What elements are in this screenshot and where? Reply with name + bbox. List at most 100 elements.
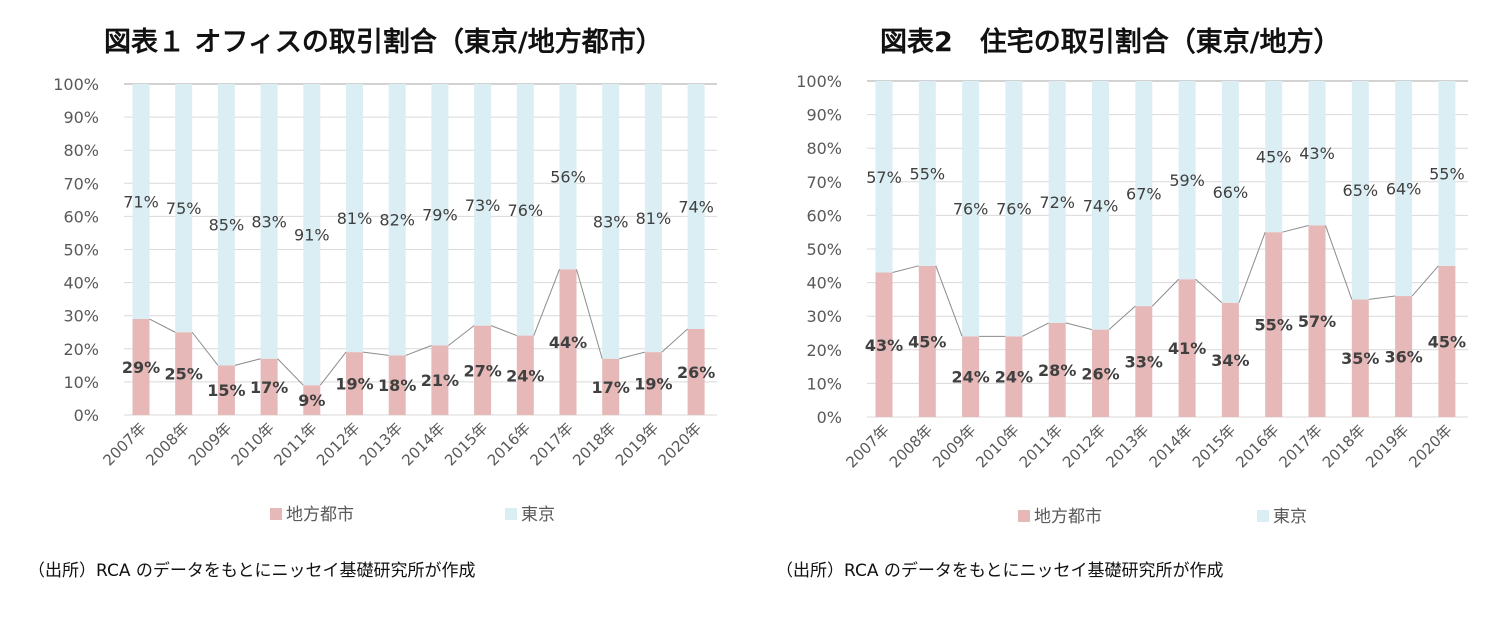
bar-tokyo: [175, 84, 193, 333]
bar-tokyo: [1048, 81, 1066, 323]
y-tick-label: 100%: [796, 72, 842, 91]
data-label-tokyo: 82%: [379, 211, 415, 230]
x-tick-label: 2010年: [228, 419, 278, 469]
data-label-local: 17%: [592, 378, 630, 397]
series-line: [1065, 322, 1093, 331]
series-line: [576, 269, 603, 359]
legend-swatch-tokyo: [505, 508, 517, 520]
bar-local: [1221, 302, 1239, 417]
x-tick-label: 2017年: [1275, 421, 1325, 471]
legend-swatch-local: [270, 508, 282, 520]
y-tick-label: 10%: [806, 374, 842, 393]
bar-tokyo: [962, 81, 980, 337]
bar-tokyo: [260, 84, 278, 359]
x-tick-label: 2008年: [142, 419, 192, 469]
bar-local: [1178, 279, 1196, 417]
x-tick-label: 2007年: [99, 419, 149, 469]
x-tick-label: 2015年: [1189, 421, 1239, 471]
x-tick-label: 2012年: [1059, 421, 1109, 471]
x-tick-label: 2019年: [1362, 421, 1412, 471]
bar-tokyo: [431, 84, 449, 346]
x-tick-label: 2007年: [842, 421, 892, 471]
y-tick-label: 20%: [63, 340, 99, 359]
y-tick-label: 90%: [806, 106, 842, 125]
legend-label-local: 地方都市: [1034, 507, 1102, 527]
bar-local: [1135, 306, 1153, 417]
data-label-tokyo: 81%: [636, 209, 672, 228]
series-line: [892, 265, 919, 274]
bar-local: [602, 358, 620, 415]
bar-local: [644, 352, 662, 415]
data-label-local: 26%: [1081, 364, 1119, 383]
x-tick-label: 2015年: [441, 419, 491, 469]
y-tick-label: 90%: [63, 108, 99, 127]
data-label-local: 24%: [995, 368, 1033, 387]
x-tick-label: 2018年: [1319, 421, 1369, 471]
data-label-local: 29%: [122, 358, 160, 377]
bar-local: [132, 319, 150, 415]
data-label-local: 17%: [250, 378, 288, 397]
bar-tokyo: [388, 84, 406, 356]
data-label-local: 9%: [298, 391, 325, 410]
legend-label-local: 地方都市: [286, 505, 354, 525]
data-label-local: 19%: [634, 375, 672, 394]
x-tick-label: 2012年: [313, 419, 363, 469]
data-label-local: 57%: [1298, 312, 1336, 331]
series-line: [490, 325, 517, 337]
x-tick-label: 2017年: [526, 419, 576, 469]
bar-local: [1395, 296, 1413, 417]
series-line: [277, 358, 304, 386]
data-label-tokyo: 56%: [550, 168, 586, 187]
x-tick-label: 2020年: [1405, 421, 1455, 471]
series-line: [1411, 265, 1439, 297]
data-label-tokyo: 83%: [251, 212, 287, 231]
y-tick-label: 100%: [53, 75, 99, 94]
bar-tokyo: [1135, 81, 1153, 307]
series-line: [319, 351, 347, 386]
bar-local: [1265, 232, 1283, 417]
series-line: [448, 325, 475, 346]
data-label-local: 27%: [463, 361, 501, 380]
data-label-local: 36%: [1384, 348, 1422, 367]
x-tick-label: 2016年: [484, 419, 534, 469]
x-tick-label: 2013年: [356, 419, 406, 469]
x-tick-label: 2010年: [972, 421, 1022, 471]
y-tick-label: 80%: [806, 139, 842, 158]
legend-swatch-tokyo: [1257, 510, 1269, 522]
data-label-local: 28%: [1038, 361, 1076, 380]
data-label-tokyo: 91%: [294, 226, 330, 245]
data-label-tokyo: 43%: [1299, 144, 1335, 163]
chart1-office: 0% 10% 20% 30% 40% 50% 60% 70% 80% 90% 100% 71% 29% 2…: [53, 75, 717, 525]
series-line: [533, 269, 560, 336]
legend-label-tokyo: 東京: [521, 505, 555, 525]
data-label-local: 24%: [951, 368, 989, 387]
data-label-tokyo: 76%: [508, 201, 544, 220]
data-label-tokyo: 65%: [1343, 181, 1379, 200]
chart2-title: 図表2 住宅の取引割合（東京/地方）: [880, 27, 1341, 58]
data-label-local: 33%: [1125, 353, 1163, 372]
data-label-local: 45%: [908, 332, 946, 351]
series-line: [1108, 305, 1136, 331]
data-label-tokyo: 74%: [678, 197, 714, 216]
data-label-tokyo: 76%: [996, 200, 1032, 219]
bar-local: [217, 365, 235, 415]
bar-tokyo: [1092, 81, 1109, 330]
data-label-tokyo: 74%: [1083, 196, 1119, 215]
x-tick-label: 2008年: [886, 421, 936, 471]
bar-tokyo: [875, 81, 893, 273]
series-line: [1282, 224, 1309, 233]
bar-local: [303, 385, 321, 415]
series-line: [1368, 295, 1396, 300]
data-label-tokyo: 85%: [209, 216, 245, 235]
bar-local: [431, 345, 449, 415]
data-label-local: 35%: [1341, 349, 1379, 368]
y-tick-label: 20%: [806, 341, 842, 360]
bar-local: [516, 335, 534, 415]
x-tick-label: 2011年: [270, 419, 320, 469]
data-label-tokyo: 75%: [166, 199, 202, 218]
data-label-tokyo: 67%: [1126, 185, 1162, 204]
data-label-local: 34%: [1211, 351, 1249, 370]
bar-tokyo: [346, 84, 363, 353]
data-label-tokyo: 81%: [337, 209, 373, 228]
bar-tokyo: [687, 84, 705, 329]
